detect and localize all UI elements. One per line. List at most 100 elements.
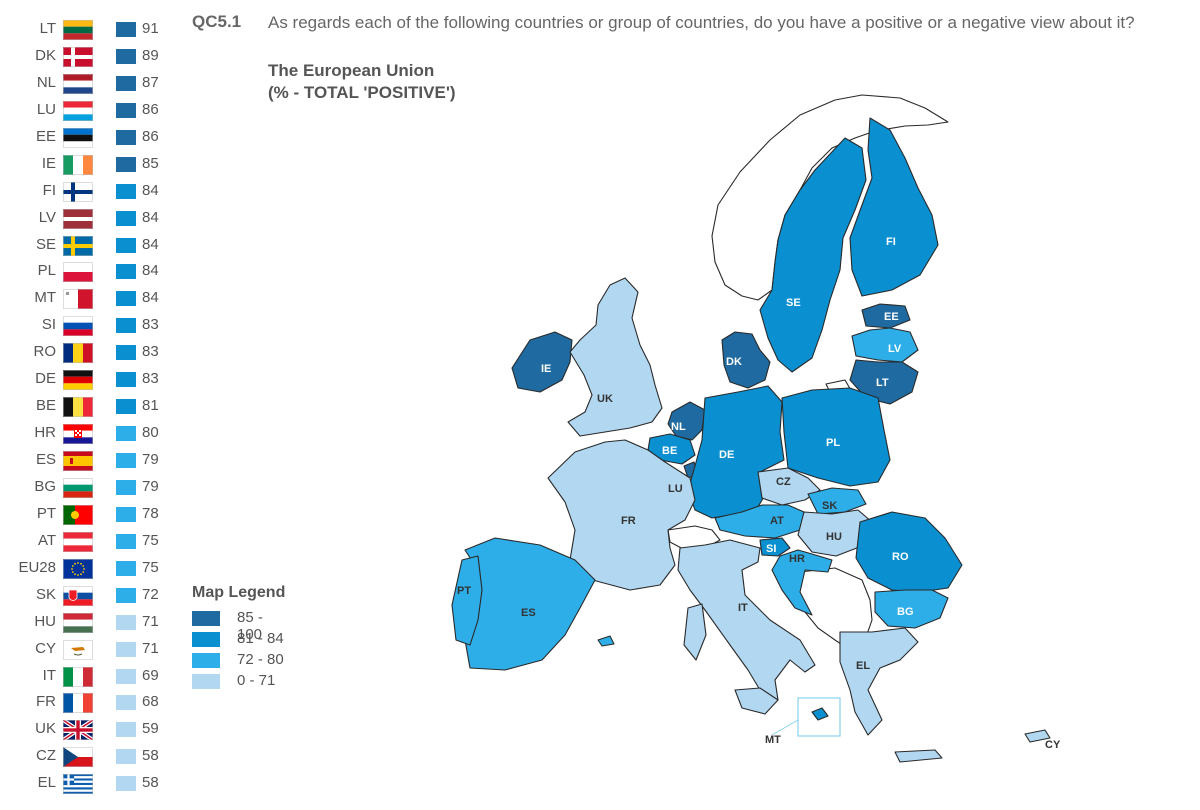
flag-cy-icon (63, 639, 93, 660)
ranking-row: HU 71 (0, 609, 185, 636)
country-code: CY (35, 639, 56, 657)
map-country-pt (451, 555, 483, 646)
legend-item: 85 - 100 (192, 608, 285, 643)
country-value: 89 (142, 46, 159, 64)
ranking-row: UK 59 (0, 716, 185, 743)
category-swatch (116, 156, 136, 172)
country-code: DE (35, 370, 56, 388)
flag-hu-icon (63, 612, 93, 633)
map-legend: Map Legend 85 - 100 81 - 84 72 - 80 0 - … (192, 584, 285, 692)
legend-label: 85 - 100 (237, 609, 263, 643)
map-label-dk: DK (726, 356, 742, 368)
country-code: PT (36, 504, 56, 522)
ranking-row: PL 84 (0, 258, 185, 285)
ranking-row: DK 89 (0, 43, 185, 70)
country-value: 58 (142, 774, 159, 792)
category-swatch (116, 426, 136, 442)
map-country-ro (855, 511, 963, 593)
map-label-de: DE (719, 449, 734, 461)
ranking-row: LU 86 (0, 97, 185, 124)
country-value: 84 (142, 262, 159, 280)
flag-be-icon (63, 397, 93, 418)
map-label-hu: HU (826, 531, 842, 543)
category-swatch (116, 372, 136, 388)
category-swatch (116, 291, 136, 307)
category-swatch (116, 129, 136, 145)
legend-swatch (192, 611, 220, 626)
country-value: 83 (142, 343, 159, 361)
map-country-ee (861, 303, 911, 329)
ranking-row: MT 84 (0, 285, 185, 312)
map-label-cz: CZ (776, 476, 791, 488)
category-swatch (116, 641, 136, 657)
map-label-lv: LV (888, 343, 902, 355)
country-value: 68 (142, 693, 159, 711)
map-label-be: BE (662, 445, 677, 457)
ranking-row: SK 72 (0, 582, 185, 609)
category-swatch (116, 479, 136, 495)
country-code: SI (41, 316, 56, 334)
flag-uk-icon (63, 720, 93, 741)
ranking-row: NL 87 (0, 70, 185, 97)
norway-outline (711, 94, 949, 301)
map-label-fr: FR (621, 515, 636, 527)
map-country-bg (874, 589, 949, 629)
category-swatch (116, 237, 136, 253)
flag-mt-icon (63, 289, 93, 310)
category-swatch (116, 776, 136, 792)
country-value: 71 (142, 639, 159, 657)
map-country-pl (781, 387, 891, 487)
category-swatch (116, 749, 136, 765)
flag-fr-icon (63, 693, 93, 714)
country-value: 84 (142, 235, 159, 253)
map-country-nl (667, 401, 706, 441)
map-label-nl: NL (671, 421, 686, 433)
subtitle: The European Union (% - TOTAL 'POSITIVE'… (268, 60, 456, 104)
flag-fi-icon (63, 181, 93, 202)
ranking-row: LT 91 (0, 16, 185, 43)
ranking-row: ES 79 (0, 447, 185, 474)
country-value: 79 (142, 477, 159, 495)
category-swatch (116, 453, 136, 468)
country-value: 75 (142, 531, 159, 549)
ranking-row: AT 75 (0, 528, 185, 555)
map-country-it (677, 539, 816, 701)
map-label-se: SE (786, 297, 801, 309)
country-value: 85 (142, 154, 159, 172)
flag-pl-icon (63, 262, 93, 283)
map-label-lu: LU (668, 483, 683, 495)
country-code: EL (37, 774, 56, 792)
map-island-sardinia (683, 603, 707, 661)
legend-item: 0 - 71 (192, 671, 285, 692)
country-code: IT (42, 666, 56, 684)
question-code: QC5.1 (192, 12, 242, 31)
map-country-si (759, 537, 791, 557)
flag-ro-icon (63, 343, 93, 364)
map-label-el: EL (856, 660, 870, 672)
country-value: 83 (142, 370, 159, 388)
category-swatch (116, 533, 136, 549)
flag-el-icon (63, 774, 93, 795)
country-value: 80 (142, 424, 159, 442)
country-code: ES (35, 451, 56, 468)
legend-item: 81 - 84 (192, 629, 285, 650)
country-value: 86 (142, 127, 159, 145)
subtitle-line-2: (% - TOTAL 'POSITIVE') (268, 83, 456, 102)
category-swatch (116, 264, 136, 280)
ranking-row: IT 69 (0, 663, 185, 690)
map-label-at: AT (770, 515, 784, 527)
map-label-es: ES (521, 607, 536, 619)
map-island-sicily (734, 687, 779, 715)
category-swatch (116, 75, 136, 91)
category-swatch (116, 668, 136, 684)
country-code: LT (39, 20, 56, 37)
subtitle-line-1: The European Union (268, 61, 435, 80)
country-value: 91 (142, 20, 159, 37)
map-label-pt: PT (457, 585, 471, 597)
category-swatch (116, 210, 136, 226)
legend-swatch (192, 653, 220, 668)
legend-title: Map Legend (192, 584, 286, 601)
ranking-row: CY 71 (0, 636, 185, 663)
ranking-row: FI 84 (0, 178, 185, 205)
ranking-row: BE 81 (0, 393, 185, 420)
